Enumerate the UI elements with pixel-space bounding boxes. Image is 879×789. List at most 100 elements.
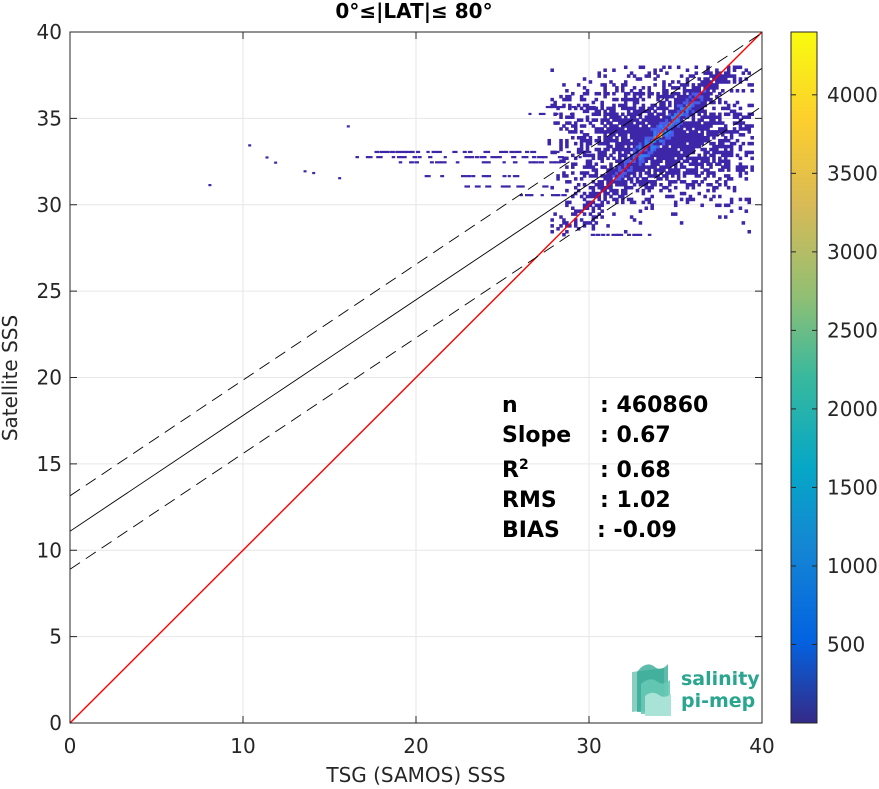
density-cell <box>588 153 593 158</box>
density-cell <box>676 138 681 143</box>
density-cell <box>603 165 607 169</box>
density-cell <box>582 77 587 81</box>
density-cell <box>632 171 637 175</box>
density-cell <box>600 153 604 158</box>
density-cell <box>647 168 652 172</box>
density-cell <box>615 124 619 128</box>
density-cell <box>594 112 599 117</box>
density-cell <box>615 165 619 169</box>
density-cell <box>697 112 702 117</box>
colorbar-tick-label: 1000 <box>827 554 878 578</box>
density-cell <box>606 91 610 96</box>
density-cell <box>615 135 619 140</box>
density-cell <box>703 115 707 119</box>
density-cell <box>626 127 631 131</box>
density-cell <box>585 159 590 164</box>
density-cell <box>621 153 625 158</box>
density-cell <box>712 194 716 199</box>
density-cell <box>626 141 631 146</box>
density-cell <box>668 124 672 128</box>
density-cell <box>647 147 652 152</box>
density-cell <box>618 127 622 131</box>
density-cell <box>673 133 678 137</box>
density-cell <box>750 150 754 155</box>
density-cell <box>626 185 631 190</box>
density-cell <box>638 135 643 140</box>
density-cell <box>647 86 652 90</box>
density-cell <box>582 135 587 140</box>
density-cell <box>671 91 675 96</box>
density-cell <box>632 133 637 137</box>
density-cell <box>641 65 646 70</box>
density-cell <box>635 180 640 184</box>
density-cell <box>697 89 702 93</box>
density-cell <box>653 150 657 155</box>
density-cell <box>395 150 401 154</box>
density-cell <box>585 147 590 152</box>
density-cell <box>682 174 687 178</box>
density-cell <box>612 115 616 119</box>
density-cell <box>741 89 746 93</box>
density-cell <box>747 103 752 108</box>
density-cell <box>703 94 707 99</box>
density-cell <box>588 165 593 169</box>
density-cell <box>741 115 746 119</box>
density-cell <box>715 144 719 149</box>
density-cell <box>706 138 710 143</box>
density-cell <box>712 144 716 149</box>
density-cell <box>573 156 578 161</box>
density-cell <box>697 162 702 166</box>
density-cell <box>626 156 631 161</box>
density-cell <box>656 115 660 119</box>
density-cell <box>697 109 702 114</box>
density-cell <box>585 221 590 225</box>
density-cell <box>665 171 669 175</box>
density-cell <box>391 156 396 159</box>
density-cell <box>615 180 619 184</box>
density-cell <box>591 106 596 111</box>
density-cell <box>635 147 640 152</box>
density-cell <box>568 224 572 228</box>
density-cell <box>621 194 625 199</box>
density-cell <box>682 138 687 143</box>
density-cell <box>585 153 590 158</box>
density-cell <box>606 127 610 131</box>
density-cell <box>612 106 616 111</box>
density-cell <box>588 185 593 190</box>
density-cell <box>671 180 675 184</box>
density-cell <box>647 133 652 137</box>
density-cell <box>656 156 660 161</box>
density-cell <box>615 112 619 117</box>
density-cell <box>656 91 660 96</box>
density-cell <box>623 229 628 234</box>
density-cell <box>738 197 743 202</box>
density-cell <box>715 77 719 81</box>
density-cell <box>650 106 654 111</box>
density-cell <box>665 150 669 155</box>
density-cell <box>665 153 669 158</box>
density-cell <box>685 182 690 187</box>
density-cell <box>621 112 625 117</box>
density-cell <box>671 121 675 125</box>
density-cell <box>671 194 675 199</box>
density-cell <box>618 182 622 187</box>
density-cell <box>499 150 506 154</box>
density-cell <box>618 156 622 161</box>
density-cell <box>656 162 660 166</box>
density-cell <box>644 138 649 143</box>
density-cell <box>376 156 383 159</box>
density-cell <box>600 141 604 146</box>
density-cell <box>685 121 690 125</box>
density-cell <box>676 177 681 181</box>
density-cell <box>573 106 578 111</box>
density-cell <box>635 156 640 161</box>
density-cell <box>612 83 616 87</box>
density-cell <box>720 133 725 137</box>
density-cell <box>562 124 566 128</box>
density-cell <box>585 162 590 166</box>
density-cell <box>632 103 637 108</box>
density-cell <box>530 194 534 197</box>
density-cell <box>521 185 525 188</box>
density-cell <box>303 170 307 173</box>
density-cell <box>588 141 593 146</box>
